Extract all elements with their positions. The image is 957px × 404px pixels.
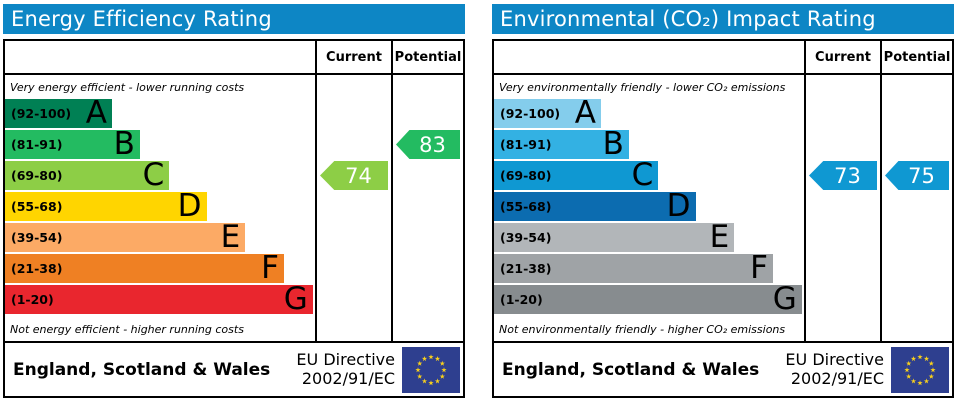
band-range-label: (81-91)	[11, 137, 63, 152]
eu-directive-line2: 2002/91/EC	[301, 368, 395, 388]
energy-efficiency-table: Current Potential Very energy efficient …	[3, 39, 465, 398]
environmental-current-column-header: Current	[804, 41, 880, 75]
environmental-bands: (92-100) A (81-91) B (69-80) C (55-68) D (39…	[494, 95, 804, 317]
energy-current-cell: 74	[315, 75, 391, 341]
energy-potential-rating-value: 83	[419, 132, 446, 157]
environmental-band-c: (69-80) C	[494, 157, 659, 193]
band-letter: A	[85, 95, 107, 131]
environmental-impact-title: Environmental (CO₂) Impact Rating	[492, 4, 954, 34]
environmental-potential-cell: 75	[880, 75, 952, 341]
energy-band-area: Very energy efficient - lower running co…	[5, 75, 315, 341]
energy-current-column-header: Current	[315, 41, 391, 75]
environmental-potential-column-header: Potential	[880, 41, 952, 75]
band-range-label: (81-91)	[500, 137, 552, 152]
band-range-label: (55-68)	[11, 199, 63, 214]
band-letter: A	[574, 95, 596, 131]
energy-band-e: (39-54) E	[5, 219, 246, 255]
eu-flag-icon	[402, 346, 460, 393]
environmental-potential-rating-value: 75	[908, 163, 935, 188]
energy-band-g: (1-20) G	[5, 281, 313, 317]
environmental-current-rating-value: 73	[834, 163, 861, 188]
energy-band-d: (55-68) D	[5, 188, 207, 224]
environmental-potential-rating-arrow: 75	[885, 161, 949, 190]
energy-bottom-caption: Not energy efficient - higher running co…	[10, 323, 244, 336]
environmental-current-rating-arrow: 73	[809, 161, 877, 190]
energy-top-caption: Very energy efficient - lower running co…	[10, 81, 245, 94]
energy-current-rating-value: 74	[345, 163, 372, 188]
environmental-header-spacer	[494, 41, 804, 75]
environmental-bottom-caption: Not environmentally friendly - higher CO…	[499, 323, 786, 336]
band-letter: F	[261, 250, 279, 286]
environmental-band-b: (81-91) B	[494, 126, 629, 162]
band-range-label: (69-80)	[500, 168, 552, 183]
band-letter: G	[772, 281, 797, 317]
band-range-label: (69-80)	[11, 168, 63, 183]
environmental-top-caption: Very environmentally friendly - lower CO…	[499, 81, 786, 94]
band-range-label: (92-100)	[500, 106, 561, 121]
energy-current-rating-arrow: 74	[320, 161, 388, 190]
band-letter: G	[283, 281, 308, 317]
environmental-impact-table: Current Potential Very environmentally f…	[492, 39, 954, 398]
energy-footer: England, Scotland & Wales EU Directive 20…	[5, 341, 463, 396]
band-range-label: (39-54)	[500, 230, 552, 245]
environmental-band-f: (21-38) F	[494, 250, 773, 286]
eu-directive-line2: 2002/91/EC	[790, 368, 884, 388]
panel-energy-efficiency: Energy Efficiency Rating Current Potenti…	[3, 4, 465, 404]
band-range-label: (21-38)	[500, 261, 552, 276]
energy-bands: (92-100) A (81-91) B (69-80) C (55-68) D (39…	[5, 95, 315, 317]
energy-efficiency-title: Energy Efficiency Rating	[3, 4, 465, 34]
environmental-band-g: (1-20) G	[494, 281, 802, 317]
eu-flag-icon	[891, 346, 949, 393]
region-label: England, Scotland & Wales	[13, 359, 271, 380]
eu-directive-label: EU Directive 2002/91/EC	[785, 350, 884, 388]
eu-directive-label: EU Directive 2002/91/EC	[296, 350, 395, 388]
energy-header-spacer	[5, 41, 315, 75]
environmental-footer: England, Scotland & Wales EU Directive 20…	[494, 341, 952, 396]
band-letter: E	[220, 219, 241, 255]
band-letter: D	[666, 188, 691, 224]
energy-potential-cell: 83	[391, 75, 463, 341]
environmental-band-e: (39-54) E	[494, 219, 735, 255]
band-range-label: (92-100)	[11, 106, 72, 121]
band-range-label: (39-54)	[11, 230, 63, 245]
band-letter: E	[709, 219, 730, 255]
energy-band-b: (81-91) B	[5, 126, 140, 162]
band-letter: B	[602, 126, 624, 162]
eu-directive-line1: EU Directive	[296, 350, 395, 370]
band-letter: B	[113, 126, 135, 162]
environmental-current-cell: 73	[804, 75, 880, 341]
band-letter: C	[631, 157, 654, 193]
energy-potential-rating-arrow: 83	[396, 130, 460, 159]
energy-band-c: (69-80) C	[5, 157, 170, 193]
energy-band-f: (21-38) F	[5, 250, 284, 286]
band-letter: D	[177, 188, 202, 224]
band-letter: F	[750, 250, 768, 286]
region-label: England, Scotland & Wales	[502, 359, 760, 380]
environmental-band-d: (55-68) D	[494, 188, 696, 224]
band-range-label: (1-20)	[500, 292, 543, 307]
eu-directive-line1: EU Directive	[785, 350, 884, 370]
band-letter: C	[142, 157, 165, 193]
band-range-label: (55-68)	[500, 199, 552, 214]
band-range-label: (21-38)	[11, 261, 63, 276]
environmental-band-a: (92-100) A	[494, 95, 601, 131]
energy-potential-column-header: Potential	[391, 41, 463, 75]
band-range-label: (1-20)	[11, 292, 54, 307]
environmental-band-area: Very environmentally friendly - lower CO…	[494, 75, 804, 341]
energy-band-a: (92-100) A	[5, 95, 112, 131]
panel-environmental-impact: Environmental (CO₂) Impact Rating Curren…	[492, 4, 954, 404]
